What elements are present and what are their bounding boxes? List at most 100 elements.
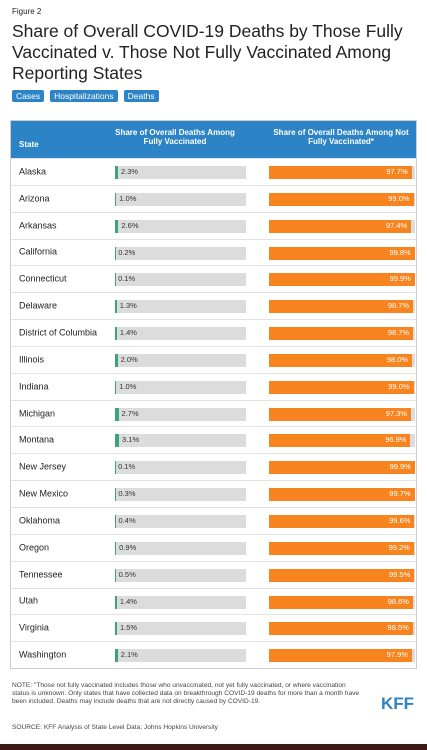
value-label: 0.5% (118, 569, 136, 579)
table-row: Oklahoma 0.4% 99.6% (11, 506, 416, 534)
bar (115, 595, 117, 609)
value-label: 96.9% (385, 435, 407, 445)
table-row: Alaska 2.3% 97.7% (11, 158, 416, 185)
bar (269, 327, 414, 341)
bar (269, 166, 412, 179)
state-label: Alaska (19, 166, 47, 177)
bar-track: 99.2% (269, 541, 415, 555)
state-label: Virginia (19, 622, 49, 633)
column-header: Share of Overall Deaths Among Not Fully … (273, 128, 409, 146)
state-label: Illinois (19, 354, 45, 365)
bar (269, 595, 413, 609)
value-label: 99.8% (389, 247, 411, 257)
bar (269, 649, 412, 663)
bar (115, 192, 117, 206)
bar (269, 380, 414, 394)
value-label: 97.3% (385, 408, 408, 418)
state-label: New Mexico (19, 488, 69, 499)
bar-track: 96.9% (269, 434, 415, 448)
value-label: 0.4% (118, 515, 136, 525)
table-row: Tennessee 0.5% 99.5% (11, 560, 416, 588)
bar-track: 2.7% (115, 407, 246, 421)
value-label: 99.5% (389, 569, 411, 579)
value-label: 99.0% (388, 193, 410, 203)
bar (115, 353, 118, 367)
bar (115, 380, 117, 394)
state-label: Oklahoma (19, 515, 61, 526)
bar-track: 0.3% (115, 488, 246, 502)
value-label: 99.9% (389, 274, 411, 284)
table-row: Michigan 2.7% 97.3% (11, 399, 416, 427)
bar (115, 300, 117, 314)
value-label: 0.1% (118, 462, 136, 472)
bar-track: 1.0% (115, 192, 246, 206)
value-label: 97.9% (386, 650, 408, 660)
value-label: 2.6% (121, 220, 139, 230)
state-label: District of Columbia (19, 327, 98, 338)
state-label: Delaware (19, 300, 58, 311)
value-label: 99.7% (389, 489, 411, 499)
value-label: 97.4% (385, 220, 408, 230)
bar (269, 273, 415, 287)
table-row: Oregon 0.9% 99.2% (11, 533, 416, 561)
bar-track: 97.4% (269, 219, 415, 233)
bar (269, 407, 412, 421)
value-label: 99.9% (389, 462, 411, 472)
bar (269, 541, 414, 555)
table: State Share of Overall Deaths Among Full… (10, 120, 417, 670)
bar (269, 622, 413, 636)
bar-track: 97.7% (269, 166, 415, 179)
bar (269, 300, 414, 314)
state-label: Indiana (19, 381, 49, 392)
bar-track: 0.2% (115, 246, 246, 260)
tabs: Cases Hospitalizations Deaths (12, 90, 159, 102)
logo: KFF (381, 694, 415, 713)
table-row: California 0.2% 99.8% (11, 238, 416, 266)
bar-track: 98.7% (269, 300, 415, 314)
state-label: Connecticut (19, 273, 67, 284)
value-label: 1.0% (119, 381, 137, 391)
source: SOURCE: KFF Analysis of State Level Data… (12, 724, 218, 731)
value-label: 1.0% (119, 193, 137, 203)
value-label: 1.5% (119, 623, 138, 633)
bar-track: 99.5% (269, 568, 415, 582)
bar (115, 327, 117, 341)
value-label: 0.9% (119, 542, 137, 552)
bar-track: 1.4% (115, 595, 246, 609)
value-label: 97.7% (386, 167, 408, 176)
bar-track: 99.6% (269, 514, 415, 528)
value-label: 98.7% (387, 328, 410, 338)
value-label: 2.7% (121, 408, 139, 418)
value-label: 2.1% (120, 650, 138, 660)
state-label: Tennessee (19, 569, 63, 580)
column-header: Share of Overall Deaths Among Fully Vacc… (115, 128, 235, 146)
value-label: 1.4% (119, 596, 137, 606)
bar-track: 99.9% (269, 461, 415, 475)
bar-track: 2.6% (115, 219, 246, 233)
state-label: Montana (19, 434, 55, 445)
figure-label: Figure 2 (12, 7, 42, 16)
value-label: 1.3% (119, 301, 137, 311)
bar-track: 0.9% (115, 541, 246, 555)
bar (115, 219, 119, 233)
state-label: Utah (19, 595, 39, 606)
table-row: Utah 1.4% 98.6% (11, 587, 416, 615)
tab[interactable]: Deaths (123, 90, 159, 102)
table-row: Connecticut 0.1% 99.9% (11, 265, 416, 292)
bar-track: 99.8% (269, 246, 415, 260)
bar (269, 353, 413, 367)
bar-track: 99.0% (269, 192, 415, 206)
value-label: 98.5% (387, 623, 409, 633)
bar (115, 434, 120, 448)
bar-track: 0.4% (115, 514, 246, 528)
table-row: New Jersey 0.1% 99.9% (11, 453, 416, 480)
tab[interactable]: Cases (12, 90, 45, 102)
tab[interactable]: Hospitalizations (50, 90, 118, 102)
bar (269, 434, 411, 448)
value-label: 98.7% (387, 301, 410, 311)
bar-track: 1.4% (115, 327, 246, 341)
table-row: Arkansas 2.6% 97.4% (11, 211, 416, 239)
bar-track: 98.6% (269, 595, 415, 609)
bar-track: 2.0% (115, 353, 246, 367)
